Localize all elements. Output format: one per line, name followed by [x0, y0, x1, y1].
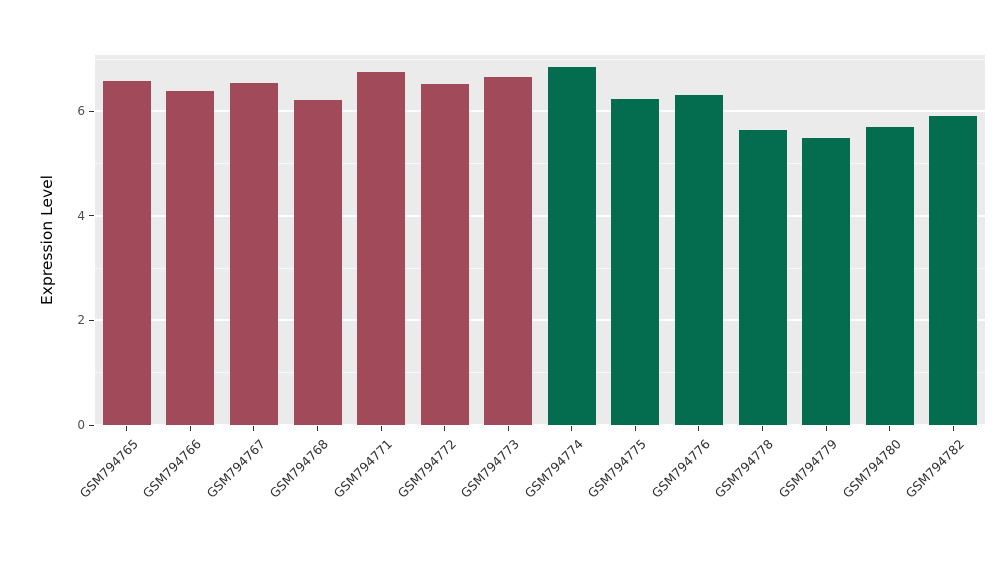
x-tick-label: GSM794765: [76, 436, 141, 501]
bar: [357, 72, 406, 425]
x-tick-mark: [444, 426, 446, 431]
x-tick-label: GSM794767: [203, 436, 268, 501]
gridline-major: [95, 424, 985, 426]
x-tick-mark: [189, 426, 191, 431]
x-tick-label: GSM794771: [330, 436, 395, 501]
gridline-major: [95, 319, 985, 322]
x-tick-label: GSM794768: [266, 436, 332, 501]
x-tick-mark: [253, 426, 255, 431]
x-tick-label: GSM794778: [711, 436, 777, 501]
x-tick-label: GSM794775: [584, 436, 650, 501]
gridline-minor: [95, 163, 985, 165]
x-tick-label: GSM794779: [775, 436, 840, 501]
x-tick-label: GSM794773: [457, 436, 523, 501]
bar: [102, 81, 151, 425]
bar: [229, 82, 278, 425]
y-tick-label: 0: [77, 418, 85, 432]
y-tick-label: 6: [77, 104, 85, 119]
x-tick-label: GSM794780: [839, 436, 904, 501]
plot-panel: [95, 55, 985, 426]
x-tick-mark: [634, 426, 636, 431]
x-tick-label: GSM794766: [139, 436, 205, 501]
bar: [865, 126, 914, 425]
y-axis-title: Expression Level: [38, 175, 56, 305]
bar: [420, 84, 469, 425]
x-tick-mark: [126, 426, 128, 431]
bar: [929, 116, 978, 425]
y-tick-label: 2: [77, 313, 85, 328]
x-tick-label: GSM794782: [902, 436, 968, 501]
y-tick-mark: [89, 319, 94, 321]
x-tick-label: GSM794774: [521, 436, 586, 501]
x-tick-mark: [825, 426, 827, 431]
gridline-major: [95, 214, 985, 217]
x-tick-mark: [380, 426, 382, 431]
y-tick-mark: [89, 110, 94, 112]
x-tick-label: GSM794776: [648, 436, 713, 501]
bar: [674, 95, 723, 425]
bar: [611, 98, 660, 425]
bar: [738, 129, 787, 425]
x-tick-label: GSM794772: [394, 436, 459, 501]
y-tick-mark: [89, 424, 94, 426]
x-tick-mark: [317, 426, 318, 431]
x-tick-mark: [698, 426, 700, 431]
x-tick-mark: [952, 426, 954, 431]
gridline-major: [95, 110, 985, 113]
x-tick-mark: [762, 426, 763, 431]
y-tick-mark: [89, 215, 94, 217]
bar: [293, 99, 342, 425]
bar: [166, 90, 215, 425]
gridline-minor: [95, 58, 985, 60]
bar: [802, 138, 851, 425]
gridline-minor: [95, 267, 985, 269]
bar: [484, 77, 533, 425]
y-tick-label: 4: [77, 208, 85, 223]
x-tick-mark: [507, 426, 509, 431]
gridline-minor: [95, 372, 985, 374]
x-tick-mark: [889, 426, 891, 431]
x-tick-mark: [571, 426, 573, 431]
bar: [547, 67, 596, 425]
